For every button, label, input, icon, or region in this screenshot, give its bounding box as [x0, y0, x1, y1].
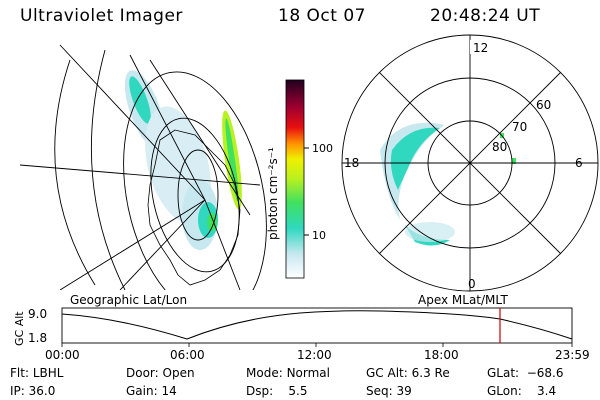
date-label: 18 Oct 07: [278, 6, 366, 26]
mlt-label-18: 18: [344, 156, 359, 170]
status-door: Door: Open: [126, 366, 195, 380]
geographic-map: [20, 44, 267, 290]
mlat-label-60: 60: [536, 98, 551, 112]
colorbar-tick-10: 10: [312, 229, 326, 242]
status-gc-alt: GC Alt: 6.3 Re: [366, 366, 450, 380]
status-seq: Seq: 39: [366, 384, 412, 398]
colorbar-tick-100: 100: [312, 142, 333, 155]
status-ip: IP: 36.0: [10, 384, 56, 398]
geo-caption: Geographic Lat/Lon: [70, 293, 187, 307]
mlat-label-80: 80: [492, 140, 507, 154]
alt-xtick-1: 06:00: [170, 348, 205, 362]
alt-xtick-0: 00:00: [45, 348, 80, 362]
status-mode: Mode: Normal: [246, 366, 330, 380]
alt-ylabel: GC Alt: [13, 311, 26, 346]
apex-caption: Apex MLat/MLT: [418, 293, 508, 307]
alt-ytick-high: 9.0: [28, 307, 47, 321]
status-glon: GLon: 3.4: [487, 384, 557, 398]
status-gain: Gain: 14: [126, 384, 177, 398]
polar-map: 12 18 6 0 60 70 80: [341, 34, 599, 292]
antarctica-coastline: [147, 129, 241, 286]
alt-xtick-2: 12:00: [297, 348, 332, 362]
time-label: 20:48:24 UT: [430, 6, 541, 26]
map-grid: [20, 44, 267, 290]
altitude-curve: [61, 310, 573, 340]
alt-xtick-4: 23:59: [555, 348, 590, 362]
colorbar-label: photon cm⁻²s⁻¹: [266, 147, 280, 240]
polar-aurora: [380, 122, 516, 246]
alt-xtick-3: 18:00: [424, 348, 459, 362]
mlt-label-0: 0: [468, 277, 476, 291]
app-title: Ultraviolet Imager: [20, 6, 183, 26]
mlt-label-6: 6: [575, 156, 583, 170]
colorbar: [285, 79, 305, 279]
status-glat: GLat: −68.6: [487, 366, 564, 380]
status-dsp: Dsp: 5.5: [246, 384, 308, 398]
alt-ytick-low: 1.8: [28, 331, 47, 345]
mlat-label-70: 70: [512, 120, 527, 134]
status-flt: Flt: LBHL: [10, 366, 64, 380]
mlt-label-12: 12: [473, 41, 488, 55]
altitude-plot: GC Alt 9.0 1.8 00:00 06:00 12:00 18:00 2…: [13, 307, 590, 362]
